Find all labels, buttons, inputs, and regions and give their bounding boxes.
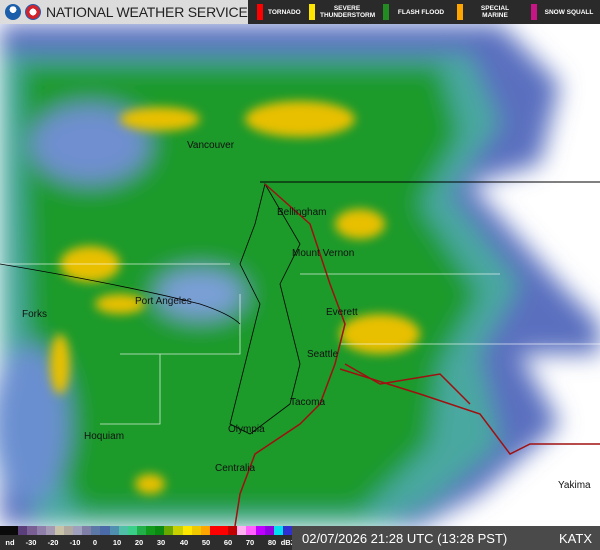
footer: nd -30 -20 -10 0 10 20 30 40 50 60 70 80 dBZ 02/07/20… [0, 526, 600, 550]
scale-swatch [173, 526, 183, 535]
scale-swatch [273, 526, 283, 535]
scale-swatch [209, 526, 219, 535]
scale-swatch [164, 526, 174, 535]
nws-logo [25, 4, 41, 20]
city-label: Forks [22, 309, 47, 320]
scale-swatch [264, 526, 274, 535]
warning-label: SPECIAL MARINE [480, 5, 510, 19]
scale-tick: 20 [134, 538, 144, 547]
scale-swatch [0, 526, 10, 535]
scale-swatch [155, 526, 165, 535]
scale-tick: dBZ [280, 538, 296, 547]
warning-severe-thunderstorm: SEVERE THUNDERSTORM [309, 4, 376, 20]
scale-swatch [228, 526, 238, 535]
radar-map[interactable]: Vancouver Bellingham Mount Vernon Port A… [0, 24, 600, 527]
scale-tick: 50 [201, 538, 211, 547]
scale-swatch [118, 526, 128, 535]
warning-swatch [309, 4, 315, 20]
city-label: Everett [326, 307, 358, 318]
scale-swatch [82, 526, 92, 535]
scale-tick: 30 [156, 538, 166, 547]
city-label: Mount Vernon [292, 248, 355, 259]
warning-swatch [531, 4, 537, 20]
scale-swatch [136, 526, 146, 535]
warning-swatch [457, 4, 463, 20]
scale-tick: 10 [112, 538, 122, 547]
scale-swatch [63, 526, 73, 535]
scale-swatch [182, 526, 192, 535]
scale-swatch [54, 526, 64, 535]
reflectivity-legend: nd -30 -20 -10 0 10 20 30 40 50 60 70 80 dBZ [0, 526, 295, 550]
scale-swatch [109, 526, 119, 535]
warning-flash-flood: FLASH FLOOD [383, 4, 448, 20]
city-label: Olympia [228, 424, 265, 435]
scale-tick: 80 [267, 538, 277, 547]
scale-swatch [200, 526, 210, 535]
warning-swatch [257, 4, 263, 20]
scale-swatch [146, 526, 156, 535]
scale-swatch [237, 526, 247, 535]
city-label: Yakima [558, 480, 591, 491]
station-id: KATX [559, 530, 592, 546]
warning-label: TORNADO [268, 8, 301, 16]
scale-swatch [282, 526, 292, 535]
warning-label: FLASH FLOOD [397, 8, 445, 16]
scale-tick: nd [5, 538, 15, 547]
scale-swatch [91, 526, 101, 535]
scale-tick: 40 [179, 538, 189, 547]
scale-tick: -20 [47, 538, 59, 547]
scale-swatch [246, 526, 256, 535]
scale-swatch [191, 526, 201, 535]
city-label: Seattle [307, 349, 339, 360]
warning-label: SEVERE THUNDERSTORM [320, 5, 376, 19]
scale-swatch [127, 526, 137, 535]
warning-swatch [383, 4, 389, 20]
warning-snow-squall: SNOW SQUALL [531, 4, 596, 20]
city-label: Hoquiam [84, 431, 125, 442]
scale-swatch [100, 526, 110, 535]
timestamp: 02/07/2026 21:28 UTC (13:28 PST) [302, 530, 508, 546]
city-label: Bellingham [277, 207, 327, 218]
city-label: Tacoma [290, 397, 326, 408]
header-bar: NATIONAL WEATHER SERVICE TORNADO SEVERE T… [0, 0, 600, 24]
warning-tornado: TORNADO [257, 4, 301, 20]
warning-label: SNOW SQUALL [544, 8, 594, 16]
scale-swatch [219, 526, 229, 535]
brand: NATIONAL WEATHER SERVICE [0, 0, 248, 24]
scale-swatch [18, 526, 28, 535]
color-scale [0, 526, 292, 535]
scale-tick: 70 [245, 538, 255, 547]
scale-tick: 0 [92, 538, 98, 547]
site-title: NATIONAL WEATHER SERVICE [46, 4, 248, 20]
scale-tick: 60 [223, 538, 233, 547]
city-label: Port Angeles [135, 296, 192, 307]
scale-swatch [73, 526, 83, 535]
timestamp-bar: 02/07/2026 21:28 UTC (13:28 PST) KATX [292, 526, 600, 550]
city-label: Centralia [215, 463, 256, 474]
warning-legend: TORNADO SEVERE THUNDERSTORM FLASH FLOOD SPE… [248, 0, 600, 24]
scale-swatch [255, 526, 265, 535]
scale-swatch [36, 526, 46, 535]
noaa-logo [5, 4, 21, 20]
city-label: Vancouver [187, 140, 235, 151]
scale-tick: -10 [69, 538, 81, 547]
warning-special-marine: SPECIAL MARINE [457, 4, 522, 20]
scale-swatch [45, 526, 55, 535]
scale-swatch [9, 526, 19, 535]
radar-reflectivity [0, 24, 600, 527]
scale-tick: -30 [25, 538, 37, 547]
scale-swatch [27, 526, 37, 535]
